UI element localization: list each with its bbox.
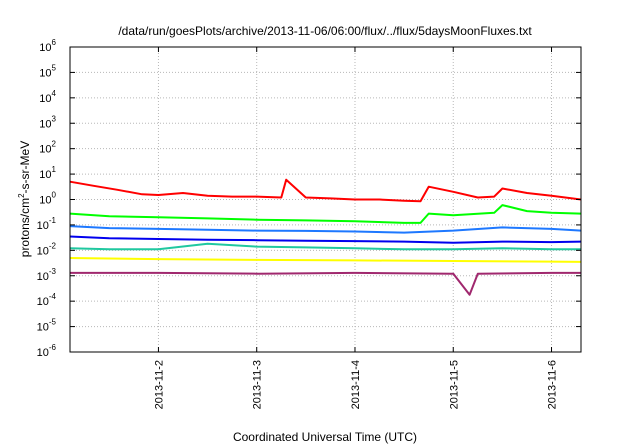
y-tick-label: 10-6 <box>37 343 57 359</box>
grid <box>70 47 581 352</box>
y-tick-label: 105 <box>39 63 56 79</box>
series-line <box>69 235 582 244</box>
y-tick-label: 10-5 <box>37 318 57 334</box>
y-axis-ticks: 10-6 10-5 10-4 10-3 10-2 10-1 100 101 102 103 104 1… <box>37 38 581 359</box>
y-tick-label: 104 <box>39 89 56 105</box>
series-line <box>69 178 582 203</box>
x-tick-label: 2013-11-2 <box>153 360 165 409</box>
series-line <box>69 257 582 263</box>
series-line <box>69 204 582 224</box>
plot-frame <box>69 46 582 353</box>
y-axis-label-superscript: 2 <box>17 193 26 198</box>
y-tick-label: 100 <box>39 191 56 207</box>
series-line <box>69 225 582 234</box>
series-line <box>69 242 581 251</box>
x-tick-label: 2013-11-3 <box>252 360 264 409</box>
y-tick-label: 10-3 <box>37 267 57 283</box>
y-axis-label-part: protons/cm <box>18 198 32 257</box>
chart-title: /data/run/goesPlots/archive/2013-11-06/0… <box>118 24 532 38</box>
y-tick-label: 106 <box>39 38 56 54</box>
y-tick-label: 103 <box>39 114 56 130</box>
y-tick-label: 101 <box>39 165 56 181</box>
y-tick-label: 10-1 <box>37 216 57 232</box>
x-tick-label: 2013-11-4 <box>350 360 362 409</box>
y-axis-label: protons/cm2-s-sr-MeV <box>17 141 32 257</box>
x-tick-label: 2013-11-6 <box>547 360 559 409</box>
y-axis-label-part: -s-sr-MeV <box>18 141 32 194</box>
series-line <box>70 271 581 296</box>
y-tick-label: 102 <box>39 140 56 156</box>
series-layer <box>69 178 582 296</box>
x-axis-label: Coordinated Universal Time (UTC) <box>233 430 417 444</box>
y-tick-label: 10-2 <box>37 241 57 257</box>
x-axis-ticks: 2013-11-2 2013-11-3 2013-11-4 2013-11-5 2013… <box>153 47 559 409</box>
x-tick-label: 2013-11-5 <box>448 360 460 409</box>
y-tick-label: 10-4 <box>37 292 57 308</box>
